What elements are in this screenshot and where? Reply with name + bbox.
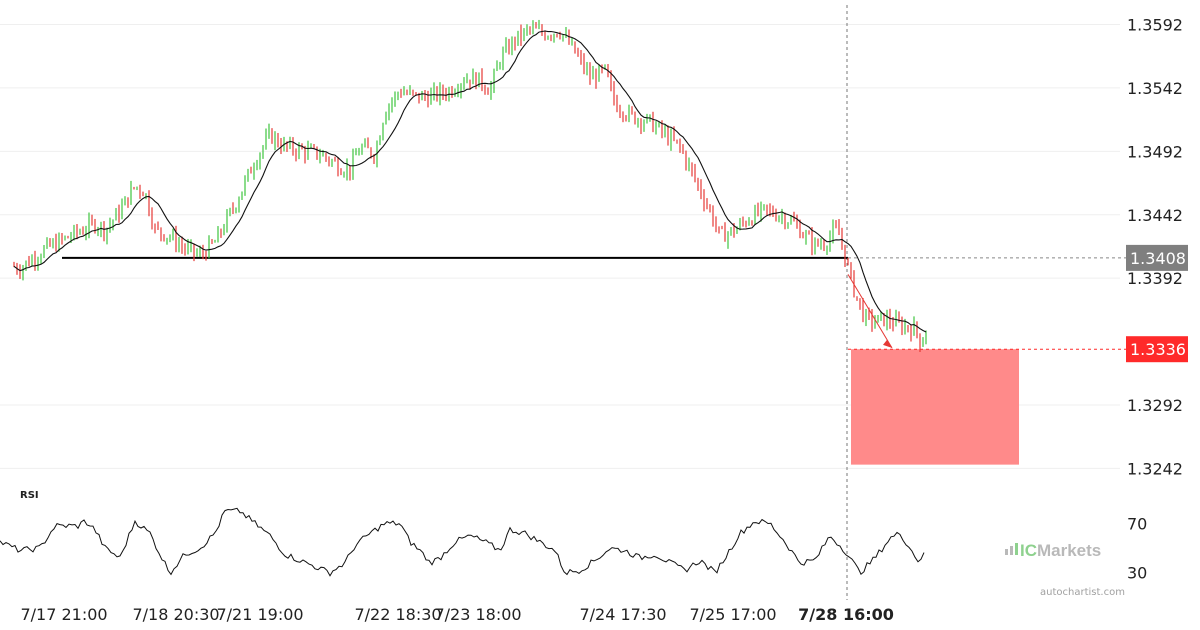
time-tick-label: 7/17 21:00 [20, 605, 107, 624]
price-tick-label: 1.3592 [1127, 15, 1183, 34]
logo-bar-icon [1015, 543, 1018, 555]
time-tick-label: 7/28 16:00 [798, 605, 894, 624]
time-tick-label: 7/22 18:30 [354, 605, 441, 624]
price-tick-label: 1.3542 [1127, 79, 1183, 98]
support-price-tag: 1.3408 [1130, 249, 1186, 268]
price-tick-label: 1.3392 [1127, 269, 1183, 288]
price-tick-label: 1.3492 [1127, 142, 1183, 161]
time-tick-label: 7/25 17:00 [689, 605, 776, 624]
rsi-title: RSI [20, 490, 39, 501]
rsi-tick-label: 70 [1127, 514, 1147, 533]
brand-logo: ICMarkets [1020, 541, 1101, 560]
support-price-tag-bg [1126, 244, 1188, 271]
time-tick-label: 7/21 19:00 [216, 605, 303, 624]
level-lines [62, 256, 1126, 350]
target-zone-layer [851, 349, 1019, 465]
price-tags: 1.3408 1.3336 [1126, 244, 1188, 363]
target-zone [851, 349, 1019, 465]
moving-average-line [13, 30, 927, 333]
forecast-arrow-layer [847, 274, 893, 349]
moving-average-layer [13, 30, 927, 333]
time-axis: 7/17 21:00 7/18 20:307/21 19:00 7/22 18:30… [20, 605, 893, 624]
logo-bar-icon [1010, 546, 1013, 555]
price-tick-label: 1.3242 [1127, 459, 1183, 478]
rsi-line [0, 507, 925, 577]
target-price-tag: 1.3336 [1130, 340, 1186, 359]
credit-text: autochartist.com [1040, 587, 1125, 598]
forecast-arrow-head [883, 339, 892, 348]
chart-grid [0, 5, 1120, 600]
forecast-arrow [847, 274, 893, 349]
logo-bar-icon [1005, 549, 1008, 555]
price-tick-label: 1.3442 [1127, 206, 1183, 225]
rsi-panel: RSI [0, 490, 925, 577]
target-price-tag-bg [1126, 336, 1188, 363]
time-tick-label: 7/18 20:30 [132, 605, 219, 624]
price-tick-label: 1.3292 [1127, 396, 1183, 415]
time-tick-label: 7/23 18:00 [434, 605, 521, 624]
price-axis: 1.3592 1.3542 1.3492 1.3442 1.3392 1.3292 1.32… [1127, 15, 1183, 582]
rsi-tick-label: 30 [1127, 564, 1147, 583]
brand-watermark: ICMarkets autochartist.com [1005, 541, 1125, 598]
candlestick-series [13, 19, 927, 353]
time-tick-label: 7/24 17:30 [579, 605, 666, 624]
